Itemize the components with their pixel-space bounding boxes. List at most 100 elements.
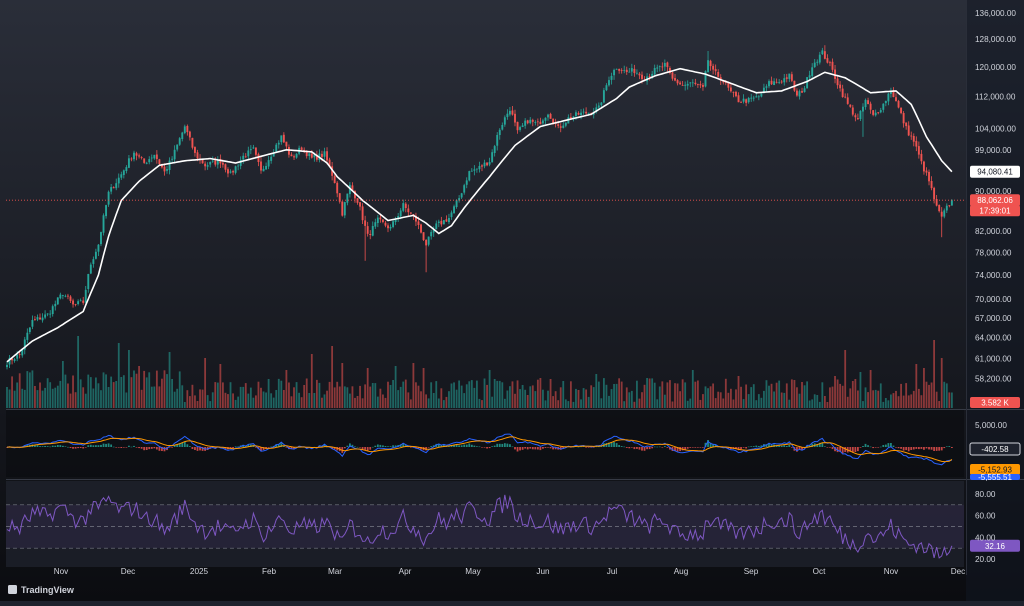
macd-histogram-bar	[699, 447, 702, 448]
countdown-tag: 17:39:01	[970, 205, 1020, 217]
volume-bar	[333, 387, 336, 408]
macd-histogram-bar	[945, 446, 948, 447]
candle	[366, 221, 369, 237]
candle	[895, 93, 897, 102]
tradingview-logo[interactable]: TradingView	[8, 585, 75, 595]
macd-histogram-bar	[450, 445, 453, 447]
volume-bar	[567, 401, 570, 408]
macd-histogram-bar	[633, 447, 636, 450]
volume-bar	[577, 390, 580, 408]
macd-histogram-bar	[140, 447, 143, 449]
candle	[11, 358, 14, 365]
candle	[818, 51, 821, 65]
candle	[717, 69, 720, 78]
volume-bar	[255, 395, 257, 408]
volume-bar	[89, 377, 92, 408]
macd-histogram-bar	[745, 447, 748, 449]
macd-histogram-bar	[82, 447, 85, 449]
volume-bar	[437, 398, 440, 408]
volume-bar	[282, 390, 285, 408]
volume-bar	[389, 385, 392, 408]
volume-bar	[214, 382, 217, 408]
volume-bar	[801, 382, 803, 408]
candle	[714, 64, 717, 76]
macd-histogram-bar	[859, 447, 862, 448]
candle	[333, 174, 336, 184]
candle	[468, 170, 471, 182]
macd-histogram-bar	[280, 443, 283, 447]
volume-bar	[128, 350, 130, 408]
candle	[882, 103, 885, 113]
price-axis-label: 64,000.00	[975, 334, 1012, 343]
candle	[64, 294, 67, 298]
volume-bar	[554, 391, 557, 408]
volume-bar	[303, 385, 306, 408]
volume-bar	[488, 370, 491, 408]
volume-bar	[498, 380, 501, 408]
candle	[663, 59, 666, 71]
volume-bar	[298, 392, 300, 408]
volume-bar	[196, 401, 199, 408]
candle	[79, 298, 82, 302]
volume-bar	[54, 387, 57, 408]
candle	[26, 328, 29, 344]
candle	[491, 149, 494, 163]
candle	[166, 165, 168, 174]
macd-histogram-bar	[509, 444, 511, 447]
volume-bar	[572, 401, 575, 408]
candle	[168, 157, 171, 175]
macd-histogram-bar	[349, 443, 351, 447]
volume-bar	[41, 390, 44, 408]
candle	[448, 213, 450, 225]
current-price-tag-text: 88,062.06	[977, 196, 1013, 205]
volume-bar	[887, 400, 890, 408]
candle	[867, 97, 870, 105]
candle	[470, 168, 473, 172]
candle	[778, 79, 781, 85]
volume-bar	[699, 399, 702, 408]
candle	[237, 163, 240, 171]
macd-histogram-bar	[892, 445, 895, 447]
volume-bar	[857, 390, 859, 408]
candle	[148, 156, 151, 165]
volume-bar	[620, 381, 623, 408]
volume-bar	[788, 399, 791, 408]
candle	[371, 221, 374, 237]
macd-histogram-bar	[783, 445, 786, 447]
macd-histogram-bar	[61, 445, 64, 447]
volume-bar	[407, 392, 410, 408]
macd-histogram-bar	[130, 446, 133, 448]
macd-histogram-bar	[691, 447, 694, 448]
volume-bar	[948, 392, 951, 408]
macd-histogram-bar	[354, 446, 356, 447]
macd-histogram-bar	[620, 446, 623, 447]
volume-bar	[13, 390, 16, 408]
candle	[559, 123, 562, 133]
time-axis-label: Feb	[262, 567, 277, 576]
macd-histogram-bar	[653, 446, 656, 448]
volume-bar	[661, 381, 664, 408]
volume-bar	[681, 379, 684, 408]
time-axis-label: Jul	[607, 567, 618, 576]
tv-logo-text: TradingView	[21, 585, 75, 595]
candle	[905, 122, 908, 130]
macd-histogram-bar	[178, 443, 181, 447]
candle	[785, 73, 788, 83]
candle	[849, 104, 852, 108]
macd-histogram-bar	[427, 447, 430, 448]
candle	[501, 122, 504, 131]
volume-bar	[450, 383, 453, 408]
candle	[519, 125, 522, 132]
candle	[516, 121, 519, 134]
price-axis-panel[interactable]	[966, 0, 1024, 601]
candle	[173, 145, 176, 164]
candle	[684, 81, 687, 91]
candle	[816, 59, 819, 66]
volume-bar	[148, 372, 151, 408]
macd-histogram-bar	[547, 447, 549, 448]
volume-bar	[900, 383, 902, 408]
candle	[821, 47, 824, 55]
candle	[36, 314, 39, 322]
